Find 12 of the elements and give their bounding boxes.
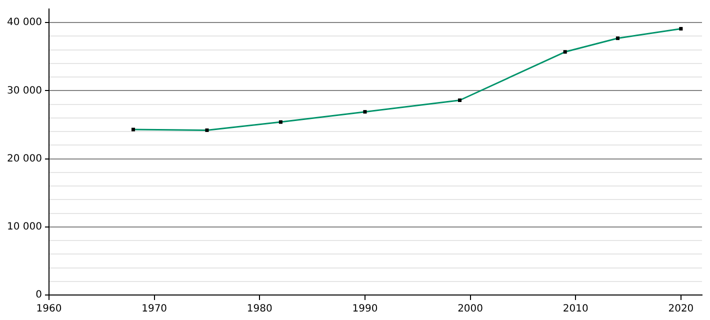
x-tick-label: 1980: [246, 304, 272, 315]
x-tick-label: 2020: [668, 304, 694, 315]
x-tick-label: 1970: [142, 304, 168, 315]
y-tick-label: 30 000: [6, 85, 42, 96]
x-tick-label: 1960: [36, 304, 62, 315]
y-tick-label: 0: [36, 290, 42, 301]
y-tick-label: 20 000: [6, 153, 42, 164]
x-tick-label: 1990: [352, 304, 378, 315]
x-tick-label: 2010: [562, 304, 588, 315]
y-tick-label: 40 000: [6, 17, 42, 28]
x-tick-label: 2000: [458, 304, 484, 315]
y-tick-label: 10 000: [6, 222, 42, 232]
